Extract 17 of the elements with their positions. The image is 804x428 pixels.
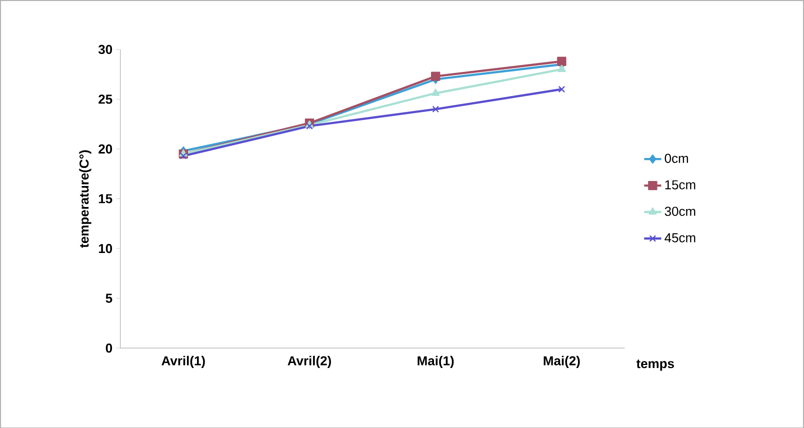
x-tick-label: Mai(1) — [418, 356, 454, 368]
legend-label: 30cm — [664, 206, 696, 216]
x-tick-label: Avril(2) — [288, 356, 331, 368]
y-tick-label: 25 — [98, 94, 112, 104]
y-tick-label: 15 — [98, 194, 112, 204]
y-tick-label: 5 — [106, 294, 112, 303]
y-tick-label: 0 — [106, 343, 112, 352]
y-tick-label: 20 — [98, 144, 112, 154]
y-tick-label: 10 — [98, 244, 112, 253]
x-tick-label: Avril(1) — [162, 356, 205, 368]
x-axis-title: temps — [636, 359, 674, 371]
legend-label: 0cm — [664, 154, 688, 163]
y-tick-label: 30 — [98, 44, 112, 54]
x-tick-label: Mai(2) — [544, 356, 580, 368]
y-axis-title: temperature(C°) — [79, 150, 92, 248]
legend-label: 45cm — [664, 233, 696, 242]
legend-label: 15cm — [665, 180, 696, 190]
